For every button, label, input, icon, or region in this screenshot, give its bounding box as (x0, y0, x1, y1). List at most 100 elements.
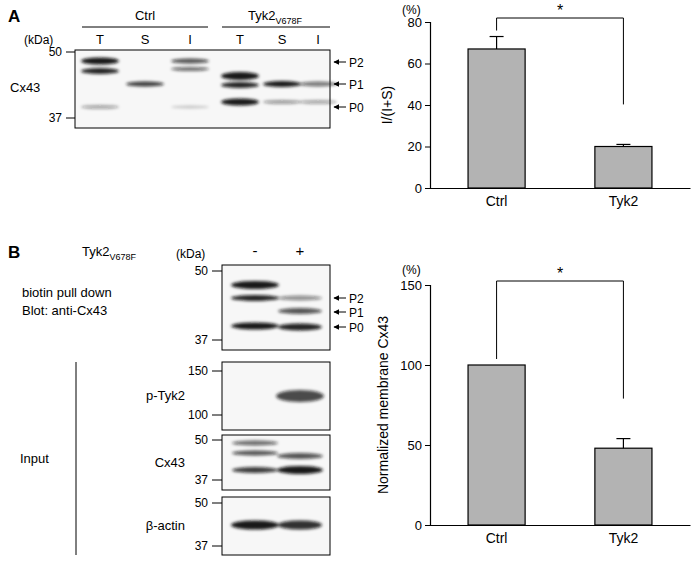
lane-label: I (316, 32, 320, 47)
y-axis-line (425, 23, 431, 189)
y-axis-line (425, 286, 431, 526)
plot-area (468, 365, 652, 525)
y-axis: 020406080 (408, 15, 431, 196)
y-tick-label: 150 (400, 278, 422, 293)
protein-label: β-actin (146, 518, 185, 533)
y-tick: 150 (400, 278, 430, 293)
kda-tick (212, 480, 222, 481)
blot-band (221, 82, 259, 88)
y-axis-title: I/(I+S) (379, 86, 395, 125)
blot-band (231, 295, 279, 301)
blot-band (221, 72, 259, 80)
error-cap (490, 36, 504, 37)
kda-tick (212, 440, 222, 441)
x-tick-label: Tyk2 (609, 193, 639, 209)
y-tick-label: 0 (415, 181, 422, 196)
lane-label: S (141, 32, 150, 47)
treatment-label-main: Tyk2 (82, 244, 109, 259)
y-axis-title: Normalized membrane Cx43 (375, 316, 391, 494)
y-tick-label: 50 (408, 438, 422, 453)
kda-tick (212, 271, 222, 272)
bracket-line (496, 281, 497, 359)
error-cap (616, 438, 630, 439)
x-tick: Tyk2 (609, 525, 639, 546)
blot-bands (231, 281, 322, 331)
significance-bracket (497, 281, 624, 399)
panel-a: ACtrlTyk2V678FTSITSI(kDa)Cx435037P2P1P0 (8, 7, 364, 128)
kda-tick (212, 546, 222, 547)
figure: ACtrlTyk2V678FTSITSI(kDa)Cx435037P2P1P0B… (0, 0, 700, 568)
lane-label: I (188, 32, 192, 47)
kda-unit: (kDa) (176, 247, 205, 261)
kda-label: 50 (49, 45, 63, 59)
y-tick: 50 (408, 438, 430, 453)
y-tick: 0 (415, 518, 430, 533)
blot-input (222, 362, 330, 430)
kda-label: 50 (195, 433, 209, 447)
kda-label: 37 (195, 333, 209, 347)
bar (468, 365, 525, 525)
y-tick-mark (425, 445, 430, 446)
blot-band (277, 466, 323, 474)
x-axis-line (431, 188, 691, 189)
blot-band (171, 106, 209, 109)
blot-band (221, 99, 259, 106)
group-label: Ctrl (135, 8, 155, 23)
panel-label: B (8, 243, 20, 262)
x-tick: Tyk2 (609, 188, 639, 209)
blot-band (231, 521, 279, 530)
band-arrow (334, 327, 346, 328)
bar (468, 49, 525, 188)
y-tick-mark (425, 365, 430, 366)
band-label: P1 (349, 78, 364, 92)
y-tick: 0 (415, 181, 430, 196)
blot-band (278, 521, 322, 530)
y-tick: 40 (408, 98, 430, 113)
error-bar (616, 439, 630, 449)
y-unit-label: (%) (402, 3, 421, 17)
blot-band (81, 58, 119, 65)
panel-label: A (8, 7, 20, 26)
protein-label: p-Tyk2 (146, 388, 185, 403)
blot-band (299, 82, 337, 87)
treatment-label: Tyk2V678F (82, 244, 136, 262)
y-tick: 60 (408, 56, 430, 71)
kda-tick (212, 415, 222, 416)
y-axis: 050100150 (400, 278, 430, 533)
kda-tick (212, 340, 222, 341)
blot-band (299, 100, 337, 104)
bracket-line (496, 18, 497, 31)
group-label-subscript: V678F (275, 16, 302, 26)
input-bracket (76, 362, 77, 555)
x-axis: Ctrl Tyk2 (431, 188, 691, 209)
error-stem (496, 37, 497, 49)
kda-tick (212, 503, 222, 504)
x-tick-label: Tyk2 (609, 530, 639, 546)
group-label: Tyk2V678F (248, 8, 302, 26)
y-tick: 20 (408, 139, 430, 154)
blot-frame (222, 265, 330, 350)
x-tick-label: Ctrl (486, 193, 508, 209)
kda-tick (66, 52, 75, 53)
blot-pulldown (222, 265, 330, 350)
blot-band (278, 308, 322, 314)
group-line (82, 27, 208, 28)
kda-label: 37 (195, 539, 209, 553)
blot-band (232, 451, 278, 456)
blot-bands (232, 441, 323, 475)
y-tick-mark (425, 188, 430, 189)
x-tick: Ctrl (486, 188, 508, 209)
bar (595, 147, 652, 189)
blot-frame (75, 50, 330, 128)
bar-chart: 050100150CtrlTyk2(%)Normalized membrane … (375, 263, 691, 546)
y-unit-label: (%) (402, 263, 421, 277)
band-label: P2 (349, 56, 364, 70)
x-axis-line (431, 525, 691, 526)
plot-area (468, 37, 652, 188)
kda-tick (66, 118, 75, 119)
y-tick-label: 60 (408, 56, 422, 71)
condition-label: - (253, 242, 258, 259)
y-tick-mark (425, 147, 430, 148)
protein-label: Cx43 (10, 80, 40, 95)
lane-label: T (236, 32, 244, 47)
